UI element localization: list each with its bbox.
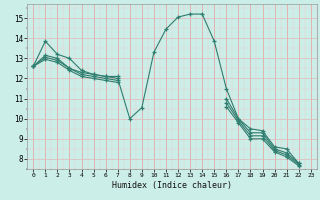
X-axis label: Humidex (Indice chaleur): Humidex (Indice chaleur) [112,181,232,190]
